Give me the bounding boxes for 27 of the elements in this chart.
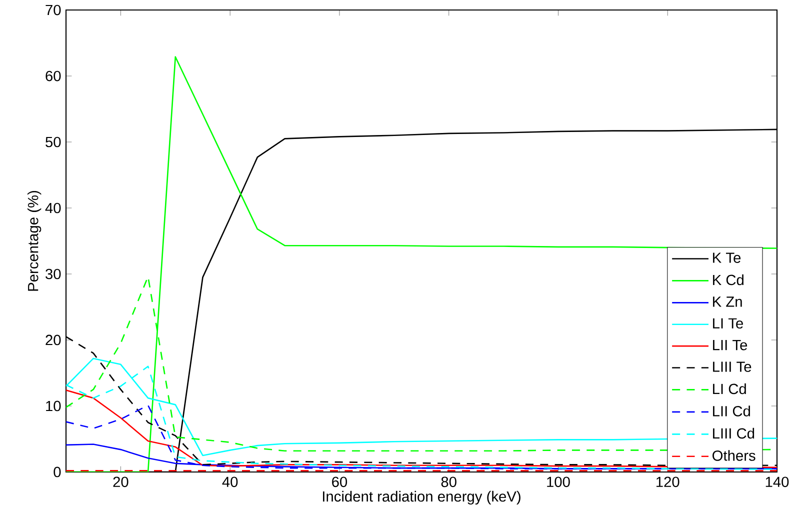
y-tick-label: 10 — [46, 400, 61, 412]
legend-label: LII Te — [713, 340, 748, 350]
legend-label: LI Te — [713, 318, 743, 329]
x-tick-label: 120 — [656, 476, 680, 488]
y-tick-label: 30 — [46, 268, 61, 280]
x-tick-label: 40 — [222, 476, 238, 488]
y-tick-label: 40 — [45, 202, 61, 214]
y-tick-label: 50 — [46, 136, 61, 148]
y-tick-label: 20 — [46, 334, 61, 346]
x-tick-label: 80 — [441, 476, 456, 488]
y-tick-label: 60 — [46, 70, 61, 82]
legend-label: K Cd — [713, 274, 744, 286]
legend-label: K Zn — [713, 296, 742, 307]
legend-label: Others — [712, 450, 756, 461]
x-tick-label: 100 — [547, 476, 570, 488]
x-tick-label: 20 — [113, 476, 128, 488]
y-axis-title: Percentage (%) — [27, 190, 42, 291]
legend-label: LII Cd — [713, 406, 750, 416]
x-axis-title: Incident radiation energy (keV) — [322, 490, 520, 505]
legend-label: K Te — [713, 252, 741, 263]
legend-label: LIII Cd — [713, 428, 754, 439]
legend-label: LIII Te — [713, 362, 752, 372]
x-tick-label: 60 — [332, 476, 348, 488]
y-tick-label: 70 — [46, 4, 61, 16]
legend-label: LI Cd — [713, 383, 746, 394]
y-tick-label: 0 — [54, 466, 61, 478]
x-tick-label: 140 — [766, 476, 789, 488]
